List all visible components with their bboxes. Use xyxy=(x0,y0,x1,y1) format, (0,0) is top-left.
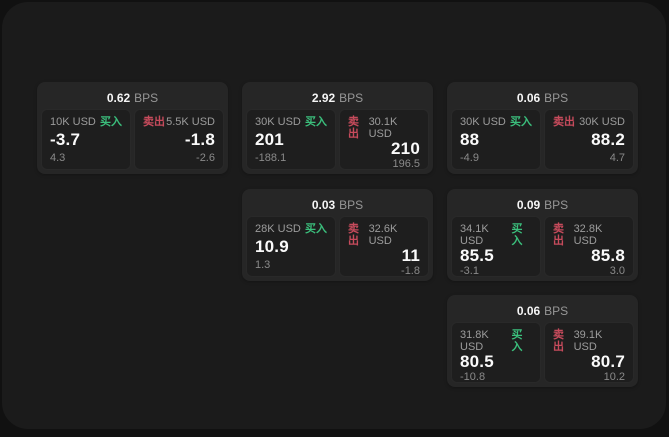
bps-header: 2.92 BPS xyxy=(246,86,429,109)
bps-value: 0.06 xyxy=(516,90,541,105)
sell-side-label: 卖出 xyxy=(348,223,359,247)
buy-side-label: 买入 xyxy=(510,116,532,128)
notional-label: 34.1K USD xyxy=(460,223,489,247)
sell-price-value: -1.8 xyxy=(184,130,215,149)
buy-side-label: 买入 xyxy=(511,329,523,353)
sell-quote-cell[interactable]: 卖出 30K USD 88.2 4.7 xyxy=(544,109,634,170)
buy-price-value: 88 xyxy=(460,130,480,149)
buy-side-label: 买入 xyxy=(511,223,523,247)
buy-delta-value: -188.1 xyxy=(255,152,287,164)
bps-unit-label: BPS xyxy=(544,197,569,212)
buy-price-value: -3.7 xyxy=(50,130,81,149)
bps-unit-label: BPS xyxy=(544,90,569,105)
sell-delta-value: 196.5 xyxy=(392,158,420,170)
sell-price-value: 80.7 xyxy=(591,352,625,371)
sell-quote-cell[interactable]: 卖出 30.1K USD 210 196.5 xyxy=(339,109,429,170)
notional-label: 32.8K USD xyxy=(573,223,603,247)
sell-side-label: 卖出 xyxy=(553,223,564,247)
sell-delta-value: 10.2 xyxy=(603,371,625,383)
bps-value: 0.06 xyxy=(516,303,541,318)
quote-card: 0.03 BPS 28K USD 买入 10.9 1.3 卖出 32.6K US… xyxy=(242,189,433,281)
notional-label: 30.1K USD xyxy=(368,116,398,140)
sell-quote-cell[interactable]: 卖出 39.1K USD 80.7 10.2 xyxy=(544,322,634,383)
sell-quote-cell[interactable]: 卖出 5.5K USD -1.8 -2.6 xyxy=(134,109,224,170)
sell-price-value: 88.2 xyxy=(591,130,625,149)
quote-card: 0.09 BPS 34.1K USD 买入 85.5 -3.1 卖出 32.8K… xyxy=(447,189,638,281)
buy-quote-cell[interactable]: 34.1K USD 买入 85.5 -3.1 xyxy=(451,216,541,277)
bps-value: 2.92 xyxy=(311,90,336,105)
sell-price-value: 85.8 xyxy=(591,246,625,265)
app-window-surface: 0.62 BPS 10K USD 买入 -3.7 4.3 卖出 5.5K USD… xyxy=(2,2,666,429)
bps-value: 0.62 xyxy=(106,90,131,105)
buy-quote-cell[interactable]: 28K USD 买入 10.9 1.3 xyxy=(246,216,336,277)
sell-side-label: 卖出 xyxy=(553,116,575,128)
quote-card: 0.62 BPS 10K USD 买入 -3.7 4.3 卖出 5.5K USD… xyxy=(37,82,228,174)
buy-quote-cell[interactable]: 30K USD 买入 88 -4.9 xyxy=(451,109,541,170)
buy-quote-cell[interactable]: 10K USD 买入 -3.7 4.3 xyxy=(41,109,131,170)
sell-quote-cell[interactable]: 卖出 32.8K USD 85.8 3.0 xyxy=(544,216,634,277)
sell-quote-cell[interactable]: 卖出 32.6K USD 11 -1.8 xyxy=(339,216,429,277)
buy-delta-value: -10.8 xyxy=(460,371,486,383)
bps-value: 0.03 xyxy=(311,197,336,212)
notional-label: 5.5K USD xyxy=(166,116,215,128)
notional-label: 10K USD xyxy=(50,116,96,128)
bps-header: 0.06 BPS xyxy=(451,86,634,109)
buy-price-value: 10.9 xyxy=(255,237,289,256)
sell-delta-value: 3.0 xyxy=(609,265,625,277)
quote-card: 0.06 BPS 30K USD 买入 88 -4.9 卖出 30K USD 8… xyxy=(447,82,638,174)
buy-quote-cell[interactable]: 30K USD 买入 201 -188.1 xyxy=(246,109,336,170)
bps-unit-label: BPS xyxy=(134,90,159,105)
bps-header: 0.09 BPS xyxy=(451,193,634,216)
buy-side-label: 买入 xyxy=(100,116,122,128)
notional-label: 31.8K USD xyxy=(460,329,489,353)
buy-side-label: 买入 xyxy=(305,116,327,128)
buy-side-label: 买入 xyxy=(305,223,327,235)
quote-card: 2.92 BPS 30K USD 买入 201 -188.1 卖出 30.1K … xyxy=(242,82,433,174)
bps-value: 0.09 xyxy=(516,197,541,212)
notional-label: 28K USD xyxy=(255,223,301,235)
buy-delta-value: 4.3 xyxy=(50,152,66,164)
bps-header: 0.03 BPS xyxy=(246,193,429,216)
sell-price-value: 210 xyxy=(391,139,420,158)
sell-delta-value: 4.7 xyxy=(609,152,625,164)
sell-side-label: 卖出 xyxy=(143,116,165,128)
buy-delta-value: -4.9 xyxy=(460,152,479,164)
bps-header: 0.62 BPS xyxy=(41,86,224,109)
bps-unit-label: BPS xyxy=(339,197,364,212)
buy-quote-cell[interactable]: 31.8K USD 买入 80.5 -10.8 xyxy=(451,322,541,383)
sell-side-label: 卖出 xyxy=(553,329,564,353)
buy-price-value: 80.5 xyxy=(460,352,494,371)
buy-price-value: 85.5 xyxy=(460,246,494,265)
quote-card: 0.06 BPS 31.8K USD 买入 80.5 -10.8 卖出 39.1… xyxy=(447,295,638,387)
notional-label: 30K USD xyxy=(579,116,625,128)
buy-delta-value: 1.3 xyxy=(255,259,271,271)
buy-price-value: 201 xyxy=(255,130,284,149)
sell-price-value: 11 xyxy=(401,246,420,265)
bps-unit-label: BPS xyxy=(544,303,569,318)
sell-side-label: 卖出 xyxy=(348,116,359,140)
notional-label: 30K USD xyxy=(460,116,506,128)
notional-label: 32.6K USD xyxy=(368,223,398,247)
notional-label: 30K USD xyxy=(255,116,301,128)
bps-unit-label: BPS xyxy=(339,90,364,105)
bps-header: 0.06 BPS xyxy=(451,299,634,322)
sell-delta-value: -1.8 xyxy=(401,265,420,277)
buy-delta-value: -3.1 xyxy=(460,265,479,277)
notional-label: 39.1K USD xyxy=(573,329,603,353)
sell-delta-value: -2.6 xyxy=(196,152,215,164)
